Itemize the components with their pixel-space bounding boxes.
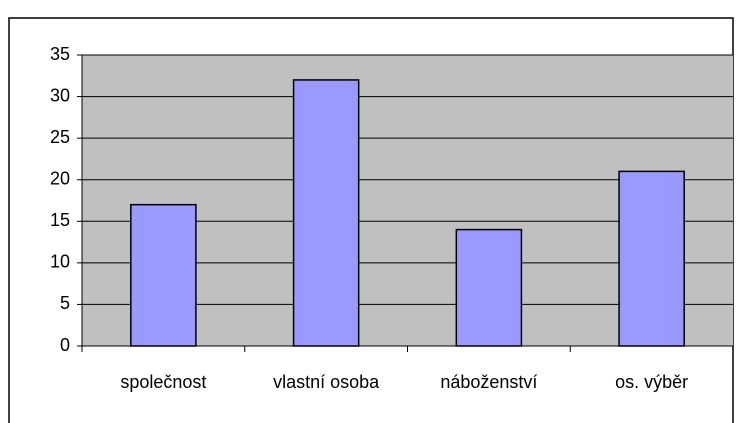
x-tick-label: společnost — [120, 372, 206, 392]
y-tick-label: 0 — [60, 335, 70, 355]
y-tick-label: 25 — [50, 127, 70, 147]
bar — [618, 170, 685, 347]
y-tick-label: 35 — [50, 44, 70, 64]
y-tick-label: 15 — [50, 210, 70, 230]
bar — [130, 203, 197, 347]
y-tick-label: 30 — [50, 85, 70, 105]
x-tick-label: os. výběr — [615, 372, 688, 392]
y-tick-label: 5 — [60, 293, 70, 313]
y-tick-label: 20 — [50, 168, 70, 188]
bar — [292, 79, 360, 347]
bar — [455, 228, 523, 347]
x-tick-label: vlastní osoba — [273, 372, 380, 392]
x-tick-label: náboženství — [440, 372, 537, 392]
y-tick-label: 10 — [50, 252, 70, 272]
